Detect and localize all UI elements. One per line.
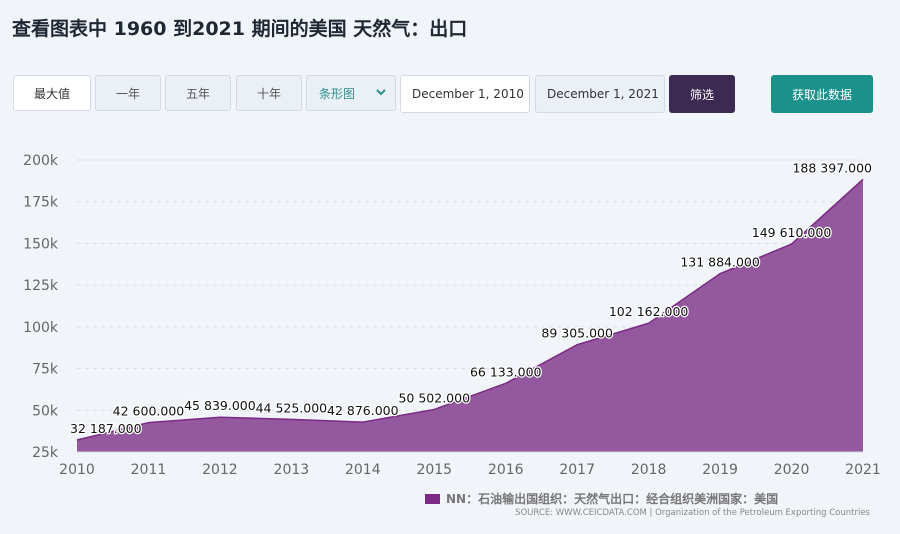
legend-swatch	[425, 493, 440, 504]
range-max-button[interactable]: 最大值	[13, 75, 91, 111]
series-area	[77, 179, 863, 452]
data-label: 50 502.000	[398, 390, 470, 405]
data-label: 42 600.000	[113, 404, 185, 419]
data-label: 188 397.000	[792, 160, 872, 175]
x-tick-label: 2021	[845, 462, 881, 478]
data-label: 89 305.000	[541, 326, 613, 341]
data-label: 102 162.000	[609, 304, 689, 319]
get-data-button[interactable]: 获取此数据	[771, 75, 873, 113]
y-tick-label: 75k	[32, 362, 59, 378]
series-line	[76, 178, 864, 441]
x-tick-label: 2018	[631, 462, 667, 478]
y-tick-label: 150k	[23, 236, 59, 252]
range-1y-button[interactable]: 一年	[95, 75, 161, 111]
data-label: 44 525.000	[256, 400, 328, 415]
x-tick-label: 2015	[416, 462, 452, 478]
y-tick-label: 200k	[23, 153, 59, 169]
y-tick-label: 25k	[32, 445, 59, 461]
range-10y-button[interactable]: 十年	[236, 75, 302, 111]
x-tick-label: 2016	[488, 462, 524, 478]
chart-type-value: 条形图	[319, 86, 356, 101]
y-tick-label: 175k	[23, 195, 59, 211]
y-tick-label: 125k	[23, 278, 59, 294]
y-tick-label: 100k	[23, 320, 59, 336]
source-note: SOURCE: WWW.CEICDATA.COM | Organization …	[515, 508, 870, 518]
page-title: 查看图表中 1960 到2021 期间的美国 天然气：出口	[12, 18, 468, 40]
data-label: 149 610.000	[752, 225, 832, 240]
range-5y-button[interactable]: 五年	[165, 75, 231, 111]
x-tick-label: 2020	[774, 462, 810, 478]
legend-label: NN：石油输出国组织：天然气出口：经合组织美洲国家：美国	[446, 492, 779, 506]
area-chart: 25k 50k 75k 100k 125k 150k 175k 200k 2010 2011 201…	[23, 153, 881, 478]
filter-button[interactable]: 筛选	[669, 75, 735, 113]
x-tick-label: 2019	[702, 462, 738, 478]
start-date-input[interactable]	[400, 75, 530, 113]
chart-type-select[interactable]: 条形图	[306, 75, 396, 111]
data-label: 131 884.000	[680, 255, 760, 270]
end-date-input[interactable]	[535, 75, 665, 113]
data-label: 66 133.000	[470, 364, 542, 379]
data-label: 32 187.000	[70, 421, 142, 436]
x-tick-label: 2014	[345, 462, 381, 478]
toolbar: 最大值 一年 五年 十年 条形图 筛选 获取此数据	[0, 75, 900, 113]
legend: NN：石油输出国组织：天然气出口：经合组织美洲国家：美国	[425, 490, 778, 507]
data-label: 42 876.000	[327, 403, 399, 418]
chevron-down-icon	[375, 86, 387, 101]
x-tick-label: 2011	[131, 462, 167, 478]
data-label: 45 839.000	[184, 398, 256, 413]
x-tick-label: 2017	[559, 462, 595, 478]
x-tick-label: 2012	[202, 462, 238, 478]
y-tick-label: 50k	[32, 403, 59, 419]
x-tick-label: 2013	[274, 462, 310, 478]
x-tick-label: 2010	[59, 462, 95, 478]
